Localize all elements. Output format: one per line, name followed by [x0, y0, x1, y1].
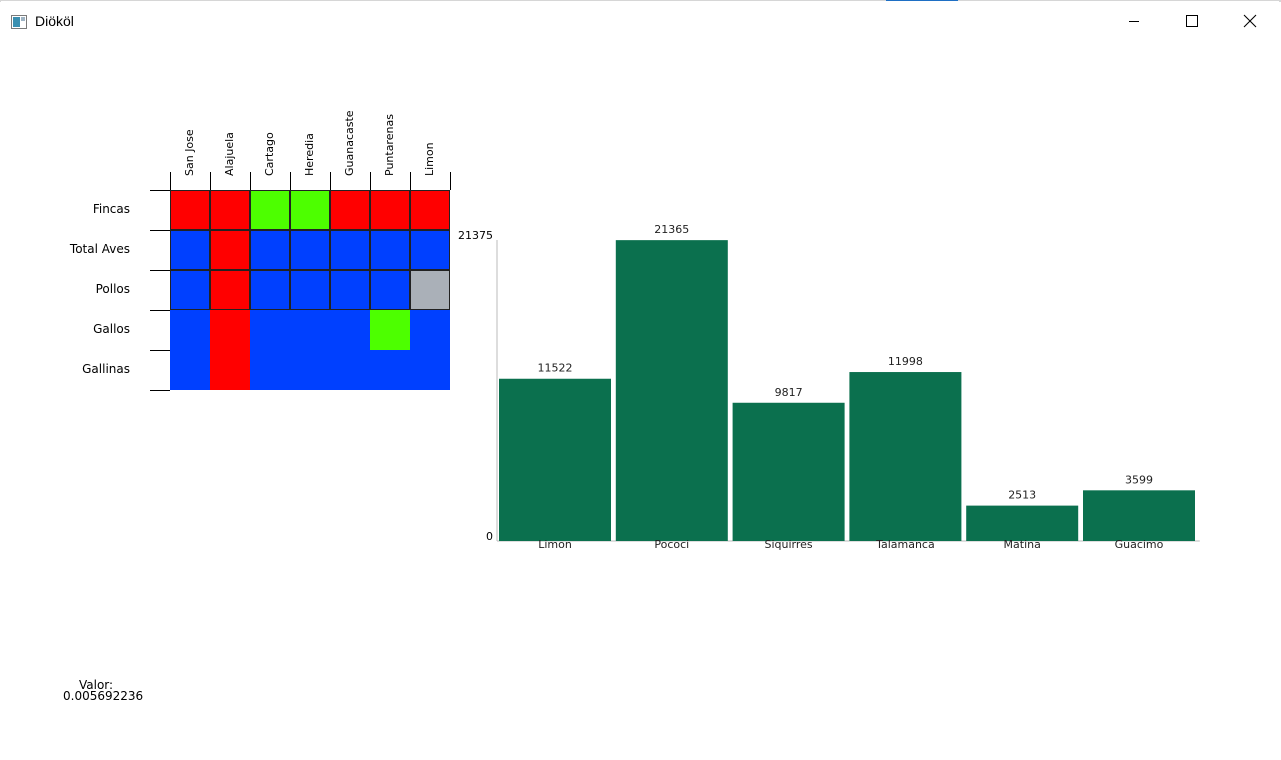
row-tick — [150, 190, 170, 191]
row-tick — [150, 230, 170, 231]
row-label: Pollos — [95, 282, 130, 296]
heatmap-cell[interactable] — [250, 310, 290, 350]
bar — [499, 378, 611, 541]
bar-value-label: 9817 — [775, 386, 803, 399]
heatmap-cell[interactable] — [210, 190, 250, 230]
close-button[interactable] — [1221, 2, 1279, 40]
heatmap-cell[interactable] — [410, 190, 450, 230]
column-tick — [410, 172, 411, 190]
heatmap-cell[interactable] — [250, 270, 290, 310]
column-tick — [370, 172, 371, 190]
heatmap-cell[interactable] — [250, 230, 290, 270]
bar-value-label: 21365 — [654, 223, 689, 236]
heatmap-cell[interactable] — [410, 350, 450, 390]
column-label: Puntarenas — [383, 114, 396, 176]
column-tick — [250, 172, 251, 190]
bar — [966, 505, 1079, 541]
row-tick — [150, 350, 170, 351]
column-tick — [170, 172, 171, 190]
bar — [1083, 490, 1195, 541]
title-bar[interactable]: Diököl — [1, 1, 1279, 39]
row-label: Total Aves — [69, 242, 130, 256]
column-tick — [210, 172, 211, 190]
valor-value: 0.005692236 — [63, 689, 144, 703]
heatmap-cell[interactable] — [290, 230, 330, 270]
x-tick-label: Talamanca — [875, 538, 935, 551]
bar-value-label: 3599 — [1125, 473, 1153, 486]
heatmap-cell[interactable] — [210, 270, 250, 310]
minimize-button[interactable] — [1105, 2, 1163, 40]
maximize-button[interactable] — [1163, 2, 1221, 40]
x-tick-label: Siquirres — [765, 538, 813, 551]
minimize-icon — [1129, 21, 1139, 22]
row-tick — [150, 310, 170, 311]
heatmap-cell[interactable] — [170, 350, 210, 390]
heatmap-cell[interactable] — [370, 190, 410, 230]
heatmap-cell[interactable] — [370, 270, 410, 310]
row-label: Gallinas — [82, 362, 130, 376]
column-label: Alajuela — [223, 132, 236, 176]
x-tick-label: Pococi — [654, 538, 689, 551]
valor-label: Valor: — [79, 678, 114, 692]
x-tick-label: Guacimo — [1115, 538, 1164, 551]
column-label: Heredia — [303, 133, 316, 176]
heatmap-cell[interactable] — [210, 350, 250, 390]
heatmap-cell[interactable] — [170, 270, 210, 310]
heatmap-cell[interactable] — [170, 230, 210, 270]
row-label: Gallos — [93, 322, 130, 336]
heatmap-cell[interactable] — [210, 230, 250, 270]
column-label: San Jose — [183, 129, 196, 176]
heatmap-cell[interactable] — [170, 310, 210, 350]
row-tick — [150, 390, 170, 391]
maximize-icon — [1186, 15, 1198, 27]
column-tick — [290, 172, 291, 190]
heatmap-cell[interactable] — [290, 350, 330, 390]
app-window-icon — [11, 14, 27, 29]
heatmap-cell[interactable] — [290, 310, 330, 350]
row-label: Fincas — [92, 202, 130, 216]
window-title: Diököl — [35, 13, 74, 29]
heatmap-cell[interactable] — [290, 190, 330, 230]
column-label: Cartago — [263, 132, 276, 176]
column-tick — [330, 172, 331, 190]
y-tick-label: 0 — [486, 530, 493, 543]
close-icon — [1243, 14, 1257, 28]
heatmap-cell[interactable] — [330, 190, 370, 230]
x-tick-label: Limon — [538, 538, 572, 551]
column-label: Limon — [423, 142, 436, 176]
heatmap-cell[interactable] — [410, 230, 450, 270]
heatmap-cell[interactable] — [290, 270, 330, 310]
heatmap-cell[interactable] — [330, 230, 370, 270]
heatmap-cell[interactable] — [410, 270, 450, 310]
bar — [732, 402, 845, 541]
heatmap-cell[interactable] — [170, 190, 210, 230]
bar-value-label: 11522 — [538, 362, 573, 375]
bar — [615, 240, 728, 542]
heatmap-cell[interactable] — [370, 310, 410, 350]
heatmap-cell[interactable] — [330, 310, 370, 350]
heatmap-cell[interactable] — [250, 190, 290, 230]
heatmap-cell[interactable] — [210, 310, 250, 350]
bar-value-label: 11998 — [888, 355, 923, 368]
heatmap-cell[interactable] — [330, 270, 370, 310]
bar-value-label: 2513 — [1008, 489, 1036, 502]
heatmap-cell[interactable] — [250, 350, 290, 390]
heatmap: San Jose Alajuela Cartago Heredia Guanacaste… — [0, 0, 470, 420]
column-label: Guanacaste — [343, 110, 356, 176]
bar-chart: 0 21375 11522 Limon 21365 Pococi 9817 Siquirres… — [458, 223, 1200, 551]
heatmap-cell[interactable] — [370, 230, 410, 270]
heatmap-cell[interactable] — [330, 350, 370, 390]
row-tick — [150, 270, 170, 271]
heatmap-cell[interactable] — [370, 350, 410, 390]
column-tick — [450, 172, 451, 190]
x-tick-label: Matina — [1004, 538, 1041, 551]
y-tick-label: 21375 — [458, 229, 493, 242]
heatmap-cell[interactable] — [410, 310, 450, 350]
bar — [849, 372, 962, 541]
